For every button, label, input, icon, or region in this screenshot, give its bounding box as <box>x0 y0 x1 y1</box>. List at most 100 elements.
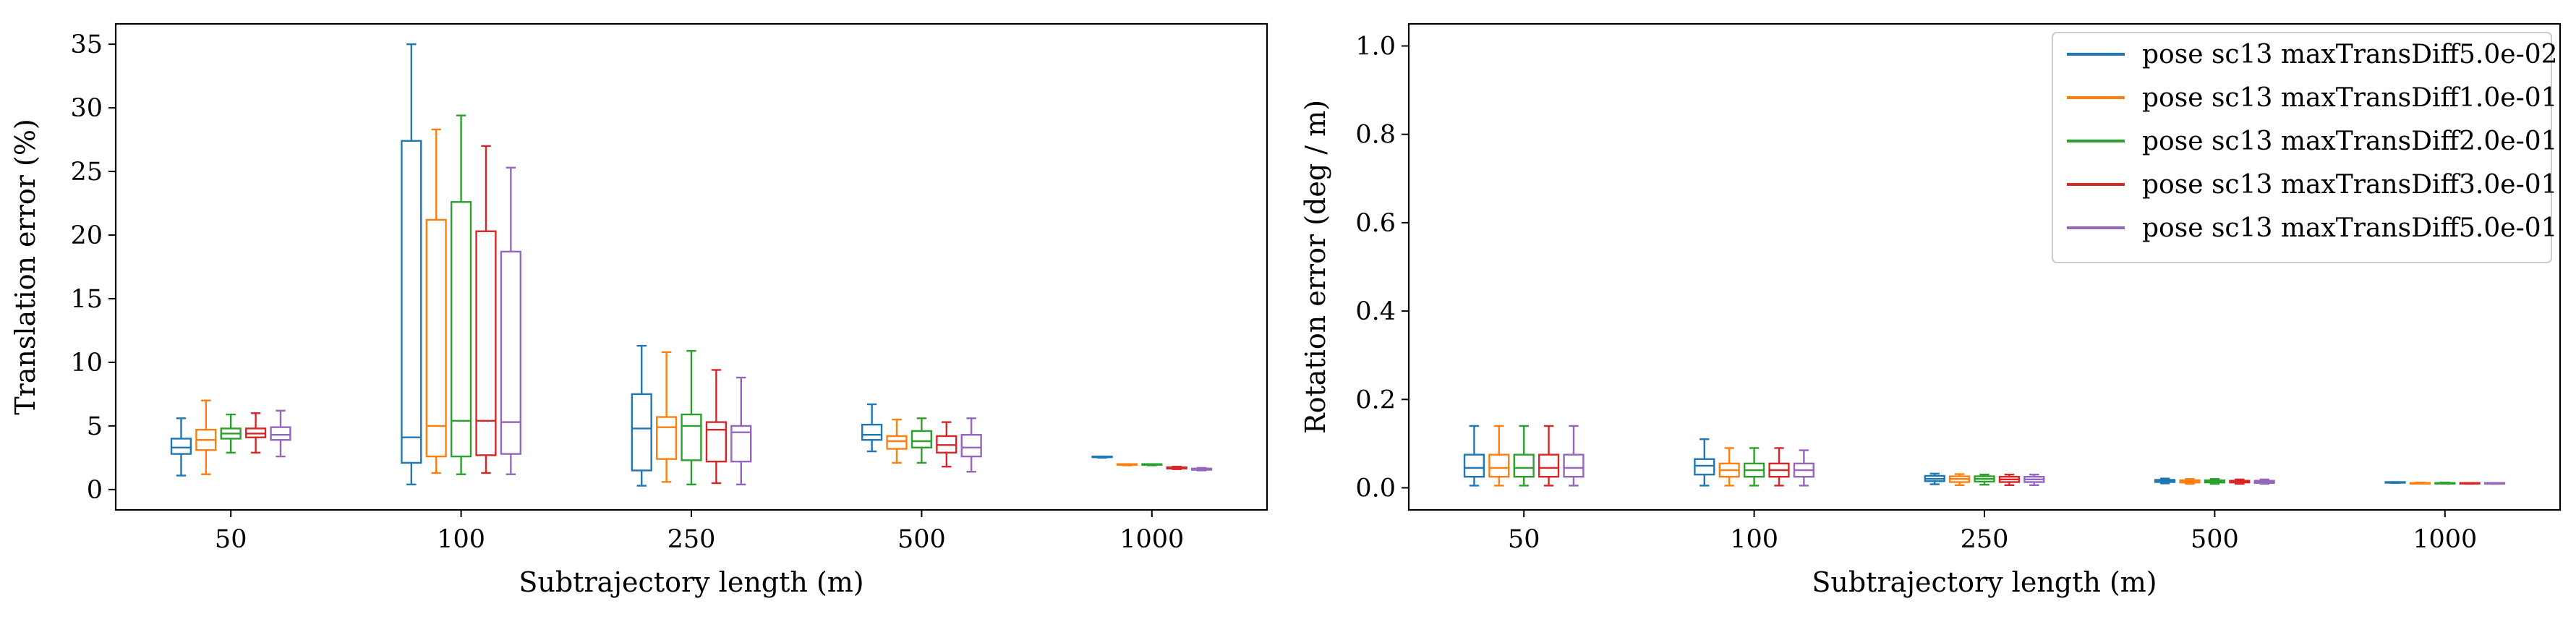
box-plot-box <box>475 145 497 474</box>
y-tick-label: 10 <box>70 349 103 378</box>
box-plot-box <box>730 376 752 486</box>
box-plot-box <box>1141 463 1163 466</box>
x-tick-label: 250 <box>668 525 716 554</box>
legend-entry-label: pose sc13 maxTransDiff2.0e-01 <box>2142 127 2558 156</box>
x-tick-label: 1000 <box>2413 525 2477 554</box>
x-axis-label: Subtrajectory length (m) <box>519 566 863 598</box>
box-plot-box <box>2179 478 2201 485</box>
box-iqr <box>910 430 933 449</box>
box-iqr <box>960 434 982 458</box>
box-plot-box <box>244 412 267 454</box>
box-plot-box <box>220 413 242 454</box>
box-iqr <box>270 426 291 441</box>
box-plot-box <box>1116 463 1138 466</box>
box-plot-box <box>1563 425 1585 487</box>
legend-frame <box>2052 32 2552 263</box>
box-plot-box <box>1538 425 1560 487</box>
box-plot-box <box>2229 478 2251 485</box>
box-iqr <box>475 230 497 456</box>
box-plot-box <box>195 399 217 475</box>
box-plot-box <box>1793 449 1814 487</box>
x-tick-label: 100 <box>1730 525 1778 554</box>
box-plot-box <box>1166 465 1187 470</box>
legend-entry-label: pose sc13 maxTransDiff3.0e-01 <box>2142 170 2558 200</box>
translation-error-chart: 0 5 10 15 20 25 30 35 50 100 250 500 1000 Subtrajecto… <box>9 22 1268 598</box>
y-tick-label: 25 <box>70 158 103 187</box>
x-tick-label: 250 <box>1961 525 2009 554</box>
box-iqr <box>886 435 908 450</box>
box-iqr <box>681 413 702 461</box>
box-iqr <box>730 425 752 463</box>
y-tick-label: 0.0 <box>1355 474 1396 503</box>
box-plot-box <box>1463 425 1485 487</box>
y-axis-label: Translation error (%) <box>9 119 41 415</box>
box-plot-box <box>681 349 702 486</box>
y-tick-label: 1.0 <box>1355 33 1396 61</box>
y-tick-label: 5 <box>87 412 103 441</box>
box-plot-box <box>2434 481 2456 485</box>
x-tick-label: 100 <box>437 525 485 554</box>
box-plot-box <box>886 418 908 464</box>
legend-entry-label: pose sc13 maxTransDiff5.0e-01 <box>2142 213 2558 243</box>
plot-frame <box>114 22 1268 511</box>
y-tick-label: 0 <box>87 476 103 505</box>
box-plot-box <box>705 369 727 485</box>
box-plot-box <box>656 351 678 483</box>
box-plot-box <box>960 417 982 473</box>
y-axis-label: Rotation error (deg / m) <box>1300 100 1331 434</box>
box-plot-box <box>425 128 447 474</box>
box-plot-box <box>1091 455 1113 459</box>
y-tick-label: 20 <box>70 221 103 250</box>
box-plot-box <box>1743 447 1765 487</box>
box-iqr <box>705 421 727 463</box>
box-plot-box <box>1513 425 1535 487</box>
y-tick-label: 0.4 <box>1355 297 1396 326</box>
box-plot-box <box>2154 477 2176 485</box>
box-plot-box <box>2459 482 2481 485</box>
rotation-error-chart: 0.0 0.2 0.4 0.6 0.8 1.0 50 100 250 500 1000 Subtraj… <box>1300 22 2562 598</box>
box-plot-box <box>450 114 472 475</box>
box-iqr <box>631 393 652 472</box>
box-plot-box <box>2253 478 2275 485</box>
box-plot-box <box>2204 478 2226 485</box>
legend-entry-label: pose sc13 maxTransDiff5.0e-02 <box>2142 40 2558 69</box>
box-iqr <box>1463 453 1485 478</box>
box-iqr <box>656 416 678 460</box>
x-tick-label: 50 <box>1508 525 1540 554</box>
box-plot-box <box>2409 481 2431 485</box>
box-iqr <box>861 423 883 441</box>
box-plot-box <box>1768 447 1790 487</box>
legend-entry-label: pose sc13 maxTransDiff1.0e-01 <box>2142 83 2558 113</box>
box-plot-box <box>631 344 652 487</box>
box-plot-box <box>170 417 192 477</box>
box-iqr <box>425 218 447 458</box>
y-tick-label: 35 <box>70 30 103 59</box>
box-plot-box <box>1488 425 1510 487</box>
y-tick-label: 30 <box>70 94 103 123</box>
box-plot-box <box>2384 481 2406 484</box>
x-tick-label: 1000 <box>1119 525 1184 554</box>
box-iqr <box>401 140 422 464</box>
box-plot-box <box>401 43 422 486</box>
box-iqr <box>1563 453 1585 478</box>
box-plot-box <box>2023 473 2045 486</box>
box-iqr <box>1538 453 1560 478</box>
box-iqr <box>170 438 192 455</box>
y-tick-label: 0.6 <box>1355 209 1396 238</box>
box-iqr <box>500 250 521 455</box>
box-iqr <box>1488 453 1510 478</box>
box-plot-box <box>1949 473 1971 486</box>
legend: pose sc13 maxTransDiff5.0e-02 pose sc13 m… <box>2052 32 2558 263</box>
y-tick-label: 0.2 <box>1355 385 1396 414</box>
x-tick-label: 500 <box>897 525 946 554</box>
box-plot-box <box>1998 473 2020 486</box>
box-iqr <box>1513 453 1535 478</box>
box-plot-box <box>1190 466 1213 472</box>
box-plot-box <box>936 421 958 468</box>
box-plot-box <box>910 417 933 464</box>
box-iqr <box>1694 458 1715 476</box>
box-plot-box <box>1694 438 1715 487</box>
box-plot-box <box>2483 482 2506 485</box>
box-plot-box <box>1974 473 1995 486</box>
